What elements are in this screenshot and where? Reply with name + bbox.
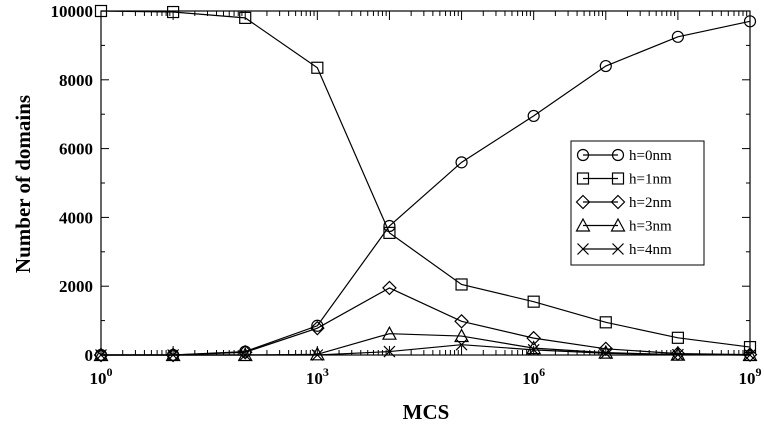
legend-item: h=0nm xyxy=(576,148,672,164)
point-triangle xyxy=(575,217,591,232)
point-x xyxy=(95,349,107,361)
point-x xyxy=(311,349,324,361)
series-h=2nm xyxy=(93,280,758,363)
series-line xyxy=(101,344,751,356)
point-diamond xyxy=(165,347,181,363)
point-circle xyxy=(576,148,590,162)
point-x xyxy=(383,345,396,358)
point-square xyxy=(671,331,684,344)
point-diamond xyxy=(93,347,109,363)
point-triangle xyxy=(309,346,325,361)
y-tick-label: 8000 xyxy=(59,71,93,90)
point-circle xyxy=(611,148,625,162)
point-diamond xyxy=(742,347,758,363)
point-diamond xyxy=(610,194,626,210)
point-circle xyxy=(455,156,468,169)
point-circle xyxy=(671,30,684,43)
legend-label: h=1nm xyxy=(629,172,672,188)
x-tick-base: 10 xyxy=(90,369,107,388)
point-triangle xyxy=(598,344,614,359)
x-axis-label: MCS xyxy=(403,400,450,424)
x-tick-base: 10 xyxy=(306,369,323,388)
point-square xyxy=(743,340,757,354)
point-square xyxy=(383,226,396,239)
legend-item: h=1nm xyxy=(576,172,672,188)
x-tick-label: 103 xyxy=(306,365,329,388)
point-triangle xyxy=(381,325,397,340)
x-tick-label: 109 xyxy=(739,365,762,388)
point-circle xyxy=(527,109,540,123)
point-x xyxy=(455,338,468,351)
point-x xyxy=(527,343,540,356)
point-diamond xyxy=(309,320,325,336)
y-tick-label: 6000 xyxy=(59,140,93,159)
point-square xyxy=(239,11,252,24)
point-x xyxy=(599,347,612,360)
legend-box xyxy=(570,140,705,266)
point-square xyxy=(527,295,540,308)
x-tick-exponent: 3 xyxy=(323,365,329,379)
x-tick-exponent: 6 xyxy=(539,365,545,379)
series-line xyxy=(101,287,751,356)
legend-label: h=0nm xyxy=(629,148,672,164)
point-x xyxy=(671,348,684,361)
x-tick-exponent: 9 xyxy=(756,365,762,379)
series-h=4nm xyxy=(95,338,756,361)
x-tick-base: 10 xyxy=(522,369,539,388)
point-x xyxy=(577,243,589,255)
legend: h=0nm h=1nm h=2nm h=3nm h=4nm xyxy=(570,140,705,266)
point-x xyxy=(744,349,756,361)
legend-label: h=3nm xyxy=(629,219,672,235)
x-tick-label: 106 xyxy=(522,365,545,388)
point-diamond xyxy=(526,330,542,346)
x-tick-label: 100 xyxy=(90,365,113,388)
point-square xyxy=(167,5,180,19)
point-diamond xyxy=(575,194,591,210)
point-x xyxy=(612,243,624,255)
point-square xyxy=(311,61,324,74)
y-axis-label: Number of domains xyxy=(11,95,35,273)
point-triangle xyxy=(526,340,542,355)
point-x xyxy=(239,349,252,361)
point-square xyxy=(599,316,612,329)
y-tick-label: 10000 xyxy=(51,2,94,21)
point-triangle xyxy=(454,328,470,343)
series-line xyxy=(100,10,751,348)
point-triangle xyxy=(610,217,626,232)
legend-label: h=2nm xyxy=(629,195,672,211)
point-circle xyxy=(599,59,612,73)
point-square xyxy=(455,278,468,291)
point-diamond xyxy=(454,313,469,329)
point-square xyxy=(576,172,590,185)
point-diamond xyxy=(598,341,614,357)
point-square xyxy=(94,4,108,18)
y-tick-label: 2000 xyxy=(59,277,93,296)
point-square xyxy=(611,172,625,185)
point-x xyxy=(167,349,180,361)
legend-label: h=4nm xyxy=(629,242,672,258)
y-tick-label: 0 xyxy=(85,346,94,365)
legend-item: h=2nm xyxy=(575,194,672,211)
series-h=1nm xyxy=(94,4,757,354)
legend-item: h=3nm xyxy=(575,217,672,235)
x-tick-base: 10 xyxy=(739,369,756,388)
y-tick-label: 4000 xyxy=(59,208,93,227)
point-circle xyxy=(743,15,757,28)
point-diamond xyxy=(382,280,397,296)
x-tick-exponent: 0 xyxy=(107,365,113,379)
legend-item: h=4nm xyxy=(577,242,672,258)
